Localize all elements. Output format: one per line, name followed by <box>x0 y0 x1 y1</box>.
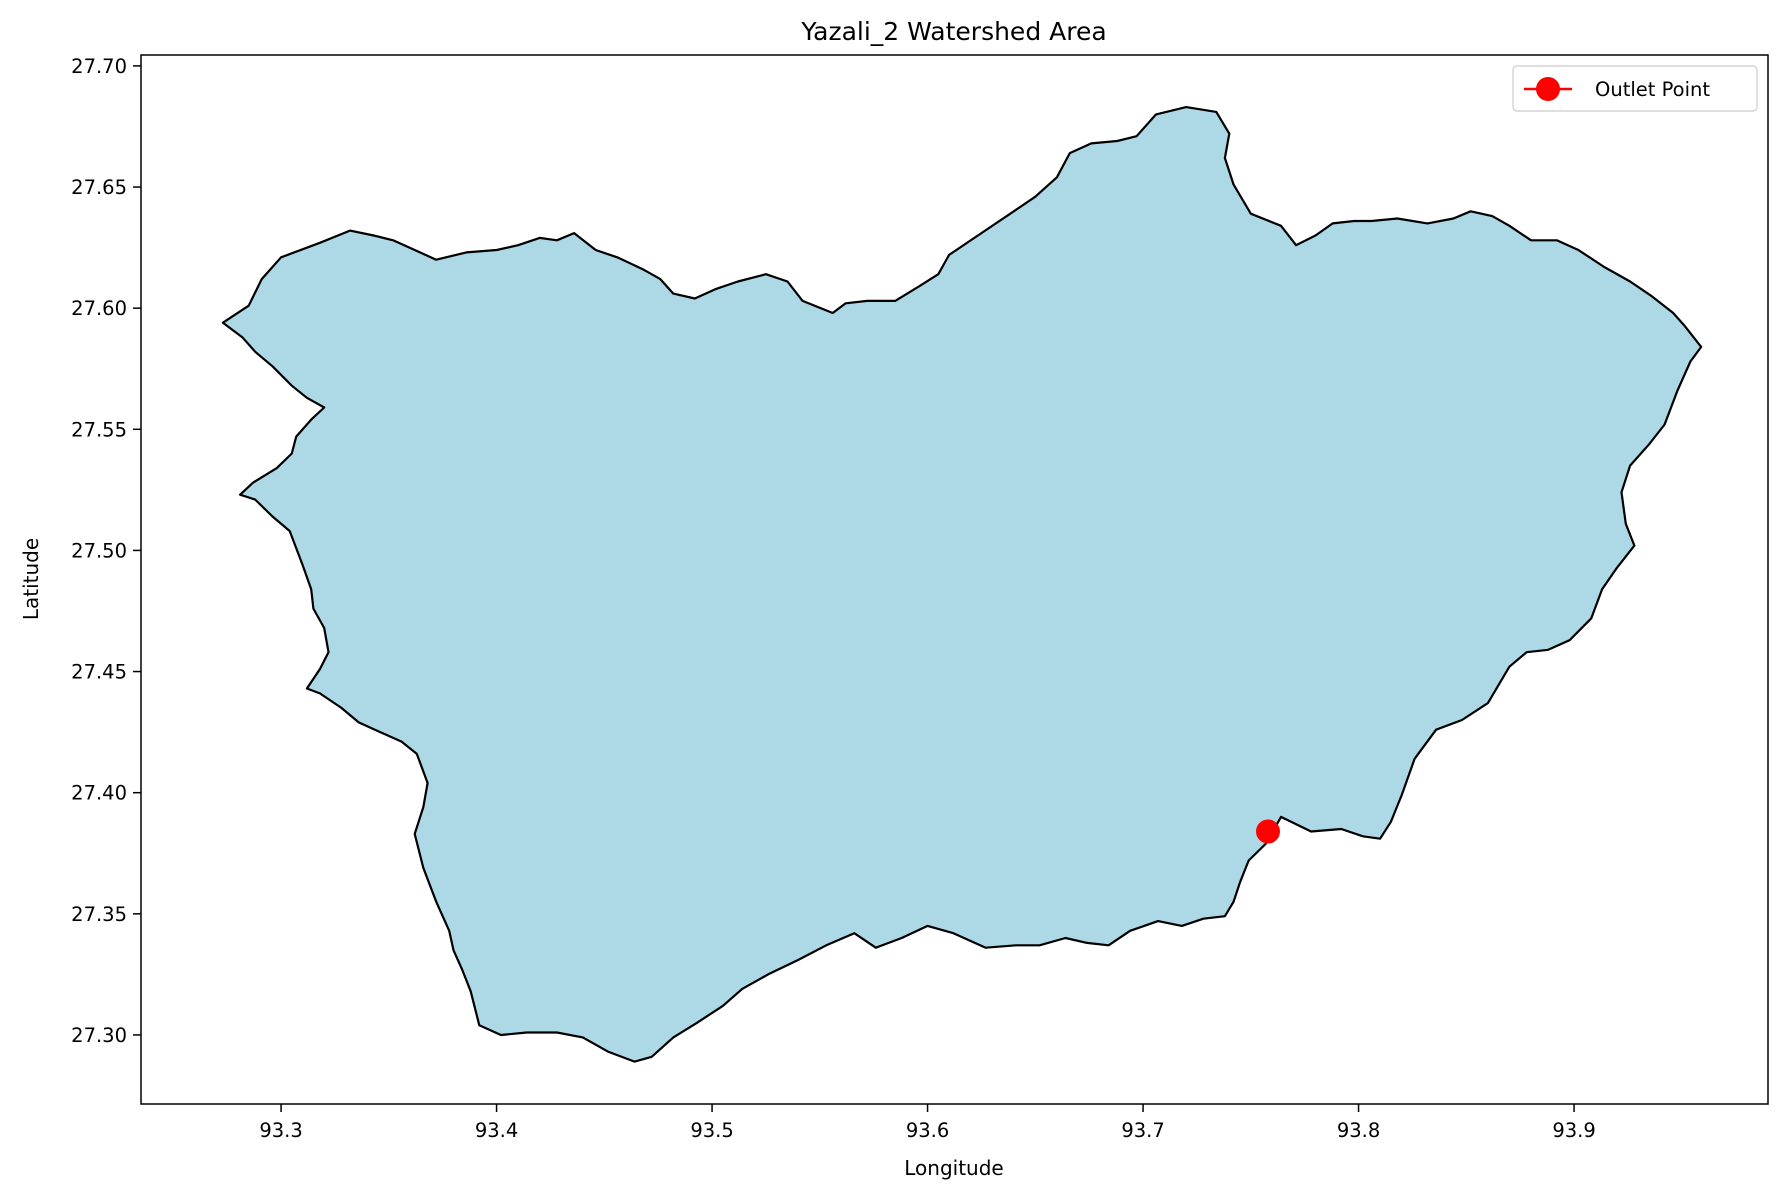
legend-label-outlet-point: Outlet Point <box>1595 78 1710 101</box>
legend: Outlet Point <box>1512 65 1758 112</box>
legend-marker-swatch <box>1536 77 1560 101</box>
y-tick-label: 27.65 <box>71 176 127 199</box>
y-axis-ticks: 27.30 27.35 27.40 27.45 27.50 27.55 27.60 27.65… <box>71 55 141 1047</box>
x-tick-label: 93.7 <box>1121 1119 1164 1142</box>
watershed-polygon <box>221 106 1703 1063</box>
x-tick-label: 93.3 <box>259 1119 302 1142</box>
x-tick-label: 93.8 <box>1337 1119 1380 1142</box>
plot-frame <box>140 54 1769 1105</box>
y-axis-label: Latitude <box>19 538 43 620</box>
y-tick-label: 27.55 <box>71 418 127 441</box>
y-tick-label: 27.60 <box>71 297 127 320</box>
x-tick-label: 93.5 <box>690 1119 733 1142</box>
y-tick-label: 27.35 <box>71 903 127 926</box>
x-axis-label: Longitude <box>904 1156 1003 1180</box>
x-tick-label: 93.6 <box>906 1119 949 1142</box>
y-tick-label: 27.45 <box>71 661 127 684</box>
legend-box <box>1512 65 1758 112</box>
chart-title: Yazali_2 Watershed Area <box>800 17 1106 46</box>
x-axis-ticks: 93.3 93.4 93.5 93.6 93.7 93.8 93.9 <box>259 1104 1596 1142</box>
x-tick-label: 93.9 <box>1552 1119 1595 1142</box>
y-tick-label: 27.70 <box>71 55 127 78</box>
outlet-point-marker <box>1256 819 1280 844</box>
x-tick-label: 93.4 <box>475 1119 518 1142</box>
y-tick-label: 27.30 <box>71 1024 127 1047</box>
plot-area <box>221 106 1703 1063</box>
y-tick-label: 27.50 <box>71 539 127 562</box>
y-tick-label: 27.40 <box>71 782 127 805</box>
